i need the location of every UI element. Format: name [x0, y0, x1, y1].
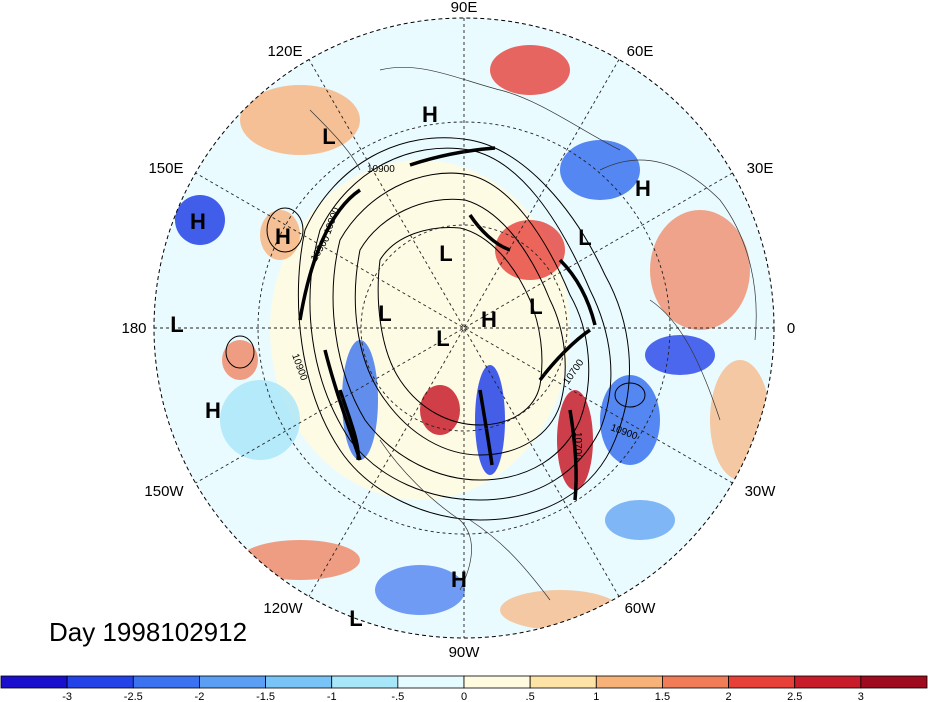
graticule — [154, 18, 774, 638]
pressure-center-label: L — [436, 326, 449, 351]
lon-label: 60E — [627, 43, 654, 60]
colorbar-swatch — [529, 675, 597, 689]
pressure-center-label: H — [635, 176, 651, 201]
lon-label: 60W — [625, 600, 657, 617]
lon-label: 120W — [263, 600, 303, 617]
colorbar-swatch — [463, 675, 531, 689]
lon-label: 30E — [747, 160, 774, 177]
lon-label: 90W — [449, 644, 481, 661]
colorbar-tick-label: .5 — [526, 691, 535, 702]
colorbar-swatch — [860, 675, 928, 689]
colorbar-swatch — [199, 675, 266, 689]
lon-label: 120E — [267, 43, 302, 60]
pressure-center-label: H — [275, 224, 291, 249]
pressure-center-label: H — [422, 102, 438, 127]
colorbar-swatch — [0, 675, 68, 689]
colorbar-swatch — [331, 675, 399, 689]
colorbar-tick-label: -1.5 — [256, 691, 275, 702]
pressure-center-label: L — [529, 294, 542, 319]
colorbar-tick-label: -.5 — [391, 691, 404, 702]
pressure-center-label: H — [205, 398, 221, 423]
pressure-center-label: H — [451, 567, 467, 592]
coastlines — [309, 66, 757, 601]
pressure-center-label: L — [349, 606, 362, 631]
colorbar-tick-label: 3 — [858, 691, 864, 702]
lon-label: 30W — [745, 483, 777, 500]
contour-label: 10700 — [572, 432, 583, 460]
colorbar-tick-label: 0 — [461, 691, 467, 702]
lon-label: 0 — [787, 320, 795, 337]
date-title: Day 1998102912 — [49, 617, 248, 647]
pressure-center-label: H — [481, 307, 497, 332]
colorbar-swatch — [132, 675, 200, 689]
pressure-center-label: L — [170, 312, 183, 337]
pressure-center-label: H — [190, 209, 206, 234]
map-border — [153, 17, 775, 639]
colorbar-tick-label: 2.5 — [787, 691, 802, 702]
colorbar-tick-label: 1 — [593, 691, 599, 702]
longitude-labels: 90E 60E 30E 0 30W 60W 90W 120W 150W 180 … — [121, 0, 795, 661]
pressure-center-label: L — [378, 301, 391, 326]
colorbar-swatch — [595, 675, 663, 689]
pressure-centers: H L H H H L L L L L H L H H L — [170, 102, 651, 631]
colorbar-tick-label: -2.5 — [124, 691, 143, 702]
colorbar-swatch — [662, 675, 729, 689]
colorbar-swatch — [728, 675, 796, 689]
colorbar-tick-label: -1 — [327, 691, 337, 702]
lon-label: 150W — [144, 483, 184, 500]
lon-label: 90E — [451, 0, 478, 16]
colorbar-swatch — [794, 675, 862, 689]
lon-label: 180 — [121, 320, 146, 337]
pressure-center-label: L — [439, 241, 452, 266]
colorbar-tick-label: 1.5 — [655, 691, 670, 702]
pressure-center-label: L — [578, 225, 591, 250]
colorbar-tick-label: -2 — [195, 691, 205, 702]
colorbar-swatch — [265, 675, 333, 689]
colorbar-swatch — [397, 675, 465, 689]
colorbar-tick-label: 2 — [726, 691, 732, 702]
contour-label: 10900 — [367, 164, 395, 175]
pressure-center-label: L — [322, 124, 335, 149]
lon-label: 150E — [148, 160, 183, 177]
colorbar: -3 -2.5 -2 -1.5 -1 -.5 0 .5 1 1.5 2 2.5 3 — [0, 675, 928, 702]
colorbar-swatch — [66, 675, 134, 689]
colorbar-tick-label: -3 — [62, 691, 72, 702]
